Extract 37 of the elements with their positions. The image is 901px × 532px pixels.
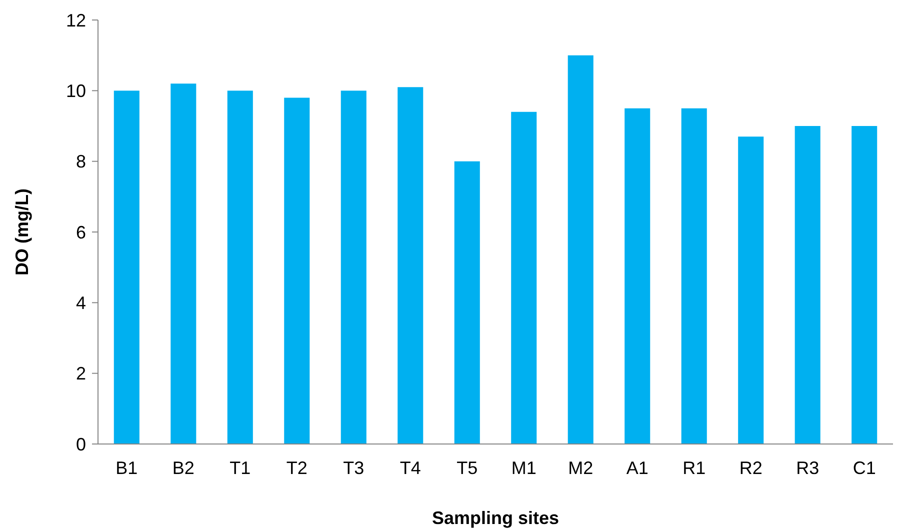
x-tick-label: B2 (172, 458, 194, 478)
y-tick-label: 0 (76, 434, 86, 454)
bar (114, 90, 140, 444)
y-tick-label: 12 (66, 10, 86, 30)
y-axis-title: DO (mg/L) (12, 188, 32, 276)
bar (794, 126, 820, 444)
x-tick-label: M2 (568, 458, 594, 478)
x-tick-label: R2 (739, 458, 762, 478)
x-tick-label: C1 (852, 458, 876, 478)
x-tick-label: T1 (230, 458, 251, 478)
x-tick-label: T2 (286, 458, 308, 478)
bar (227, 90, 253, 444)
bar (624, 108, 650, 444)
x-tick-label: T4 (400, 458, 421, 478)
bar (738, 136, 764, 444)
bar (852, 126, 878, 444)
x-tick-label: R3 (796, 458, 820, 478)
x-tick-label: M1 (511, 458, 536, 478)
bar (454, 161, 480, 444)
bar (398, 87, 424, 444)
y-tick-label: 6 (76, 222, 86, 242)
y-tick-label: 4 (76, 292, 86, 313)
bar (568, 55, 594, 444)
x-axis-title: Sampling sites (432, 508, 560, 528)
bar (681, 108, 707, 444)
x-tick-label: B1 (116, 458, 138, 478)
x-tick-label: A1 (626, 458, 648, 478)
bar (511, 112, 537, 444)
x-tick-label: R1 (682, 458, 706, 478)
y-tick-label: 8 (76, 152, 86, 172)
y-tick-label: 2 (76, 364, 86, 384)
bar (340, 90, 366, 444)
x-tick-label: T5 (456, 458, 478, 478)
bar (170, 84, 196, 444)
bar (284, 98, 310, 444)
x-tick-label: T3 (343, 458, 364, 478)
y-tick-label: 10 (66, 80, 86, 101)
